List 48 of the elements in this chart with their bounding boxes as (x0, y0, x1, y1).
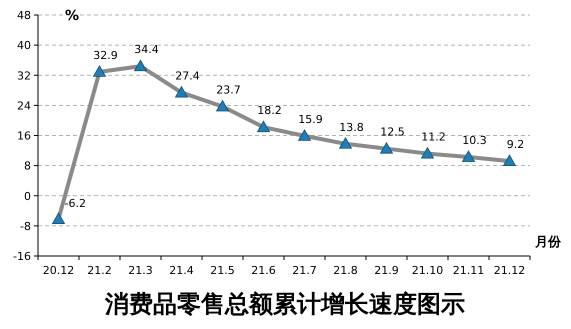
x-tick-label: 21.10 (412, 264, 444, 277)
x-tick-label: 21.5 (210, 264, 235, 277)
data-label: 10.3 (462, 134, 487, 147)
point (462, 150, 475, 162)
x-tick-label: 21.8 (333, 264, 358, 277)
point (421, 147, 434, 158)
data-label: 32.9 (93, 48, 118, 62)
point (175, 86, 188, 98)
text: 消费品零售总额累计增长速度图示 (104, 290, 465, 318)
y-tick-label: 32 (17, 69, 31, 82)
data-label: 9.2 (506, 138, 524, 152)
point (257, 120, 270, 132)
x-tick-label: 21.12 (494, 264, 526, 277)
x-tick-label: 21.9 (374, 264, 399, 277)
data-label: -6.2 (64, 197, 86, 210)
x-tick-label: 20.12 (42, 264, 74, 277)
point (216, 100, 229, 112)
y-tick-label: 8 (24, 160, 31, 173)
y-tick-label: 48 (17, 9, 31, 22)
x-tick-label: 21.2 (87, 264, 112, 277)
y-axis-title: % (64, 8, 80, 24)
point (503, 154, 516, 166)
data-label: 18.2 (257, 104, 282, 118)
point (52, 212, 65, 224)
point (298, 129, 311, 141)
data-label: 12.5 (380, 126, 405, 139)
data-label: 13.8 (339, 120, 364, 134)
point (380, 142, 393, 154)
data-label: 23.7 (216, 84, 241, 97)
x-tick-label: 21.4 (169, 264, 194, 277)
data-label: 11.2 (421, 130, 446, 144)
x-axis-title: 月份 (534, 235, 562, 250)
point (134, 60, 147, 72)
data-label: 27.4 (175, 70, 200, 83)
point (339, 137, 352, 149)
y-tick-label: 16 (17, 130, 31, 142)
x-tick-label: 21.3 (128, 264, 153, 277)
x-tick-label: 21.6 (251, 264, 276, 277)
y-tick-label: 0 (24, 190, 31, 203)
x-tick-label: 21.7 (292, 264, 317, 277)
y-tick-label: -16 (13, 250, 31, 263)
y-tick-label: 24 (17, 99, 31, 112)
y-tick-label: 40 (17, 39, 31, 52)
data-label: 15.9 (298, 112, 323, 126)
data-label: 34.4 (134, 43, 159, 56)
point (93, 65, 106, 77)
y-tick-label: -8 (20, 220, 31, 233)
x-tick-label: 21.11 (452, 264, 484, 277)
